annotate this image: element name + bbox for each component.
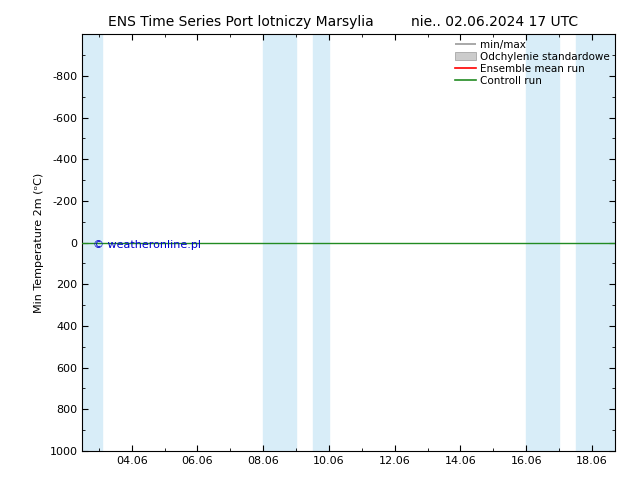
Text: nie.. 02.06.2024 17 UTC: nie.. 02.06.2024 17 UTC — [411, 15, 578, 29]
Bar — [82, 34, 102, 451]
Text: ENS Time Series Port lotniczy Marsylia: ENS Time Series Port lotniczy Marsylia — [108, 15, 374, 29]
Bar — [526, 34, 559, 451]
Y-axis label: Min Temperature 2m (ᵒC): Min Temperature 2m (ᵒC) — [34, 172, 44, 313]
Text: © weatheronline.pl: © weatheronline.pl — [93, 240, 201, 249]
Legend: min/max, Odchylenie standardowe, Ensemble mean run, Controll run: min/max, Odchylenie standardowe, Ensembl… — [453, 37, 612, 88]
Bar — [263, 34, 296, 451]
Bar — [576, 34, 615, 451]
Bar — [313, 34, 329, 451]
